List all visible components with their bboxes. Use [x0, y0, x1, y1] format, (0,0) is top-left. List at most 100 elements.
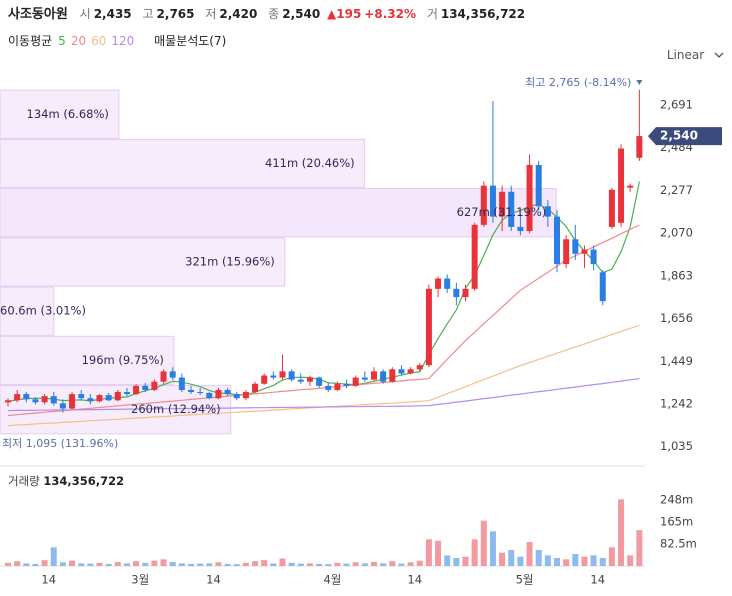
candle-body: [416, 365, 423, 370]
y-tick-label: 1,863: [660, 268, 693, 282]
ma-line: [7, 224, 640, 417]
candle-body: [508, 191, 515, 227]
volume-bar: [142, 562, 149, 566]
price-tag: [648, 127, 722, 146]
volume-bar: [78, 563, 85, 566]
candle-body: [517, 226, 524, 232]
candle-body: [169, 371, 176, 378]
x-tick-label: 14: [590, 573, 605, 587]
profile-label: 196m (9.75%): [82, 353, 164, 367]
volume-bar: [371, 562, 377, 566]
volume-bar: [123, 563, 130, 566]
legend-entry: 60: [91, 34, 107, 48]
change: ▲195: [327, 7, 362, 21]
volume-bar: [352, 562, 359, 566]
label: 거: [426, 7, 438, 21]
candle-body: [69, 394, 76, 409]
volume-bar: [270, 563, 277, 566]
change-pct: +8.32%: [364, 7, 416, 21]
volume-bar: [416, 560, 423, 566]
volume-bar: [178, 563, 185, 566]
scale-mode-text: Linear: [666, 48, 705, 62]
stock-name: 사조동아원: [8, 7, 68, 22]
volume-value: 134,356,722: [43, 474, 124, 488]
volume-bar: [160, 559, 167, 566]
scale-mode[interactable]: Linear: [667, 48, 724, 62]
volume-bar: [252, 561, 259, 566]
y-tick-label: 2,691: [660, 97, 693, 111]
profile-bar: [0, 335, 175, 386]
candle-body: [178, 377, 185, 390]
volume-bar: [608, 547, 615, 566]
candle-body: [96, 395, 103, 402]
candle-body: [535, 164, 542, 207]
candle-body: [544, 206, 551, 217]
legend-title[interactable]: 이동평균: [8, 34, 53, 48]
candle-body: [142, 385, 149, 390]
profile-bar: [0, 237, 286, 287]
candle-body: [581, 249, 588, 254]
candle-body: [618, 148, 625, 223]
candle-body: [215, 389, 222, 399]
volume-bar: [105, 563, 112, 566]
profile-bar: [0, 138, 366, 189]
profile-label: 627m (31.19%): [457, 205, 547, 219]
legend-entry: 5: [58, 34, 66, 48]
profile-toggle[interactable]: 매물분석도(7): [154, 34, 227, 48]
high-annotation: 최고 2,765 (-8.14%): [525, 76, 631, 89]
candle-body: [627, 185, 634, 188]
volume-bar: [306, 563, 313, 566]
candle-body: [288, 371, 295, 380]
candle-body: [41, 396, 48, 403]
candle-body: [14, 394, 21, 401]
volume-bar: [599, 558, 606, 566]
high-marker: [636, 80, 643, 85]
volume-bar: [471, 539, 478, 566]
volume-bar: [334, 562, 341, 566]
volume-bar: [361, 563, 368, 566]
volume-bar: [188, 563, 194, 566]
candle-body: [105, 395, 112, 401]
volume-bar: [325, 564, 332, 566]
label: 종: [268, 7, 280, 21]
volume-bar: [233, 564, 240, 566]
volume-bar: [572, 554, 579, 566]
volume-bar: [636, 530, 643, 566]
label: 고: [142, 7, 154, 21]
x-tick-label: 4월: [323, 573, 341, 587]
volume-bar: [544, 555, 551, 566]
volume-bar: [343, 563, 350, 566]
candle-body: [114, 392, 121, 401]
volume-bar: [32, 563, 39, 566]
volume-bar: [215, 562, 222, 566]
volume-bar: [462, 556, 469, 566]
volume-bar: [69, 560, 76, 566]
volume-bar: [535, 550, 542, 566]
candle-body: [252, 383, 259, 393]
profile-label: 321m (15.96%): [185, 254, 275, 268]
candle-body: [23, 394, 30, 400]
volume-bar: [398, 563, 405, 566]
label: 저: [205, 7, 217, 21]
volume-bar: [489, 531, 496, 566]
candle-body: [572, 239, 579, 254]
candle-body: [590, 249, 597, 265]
candle-body: [343, 383, 350, 386]
candle-body: [352, 377, 359, 386]
profile-label: 60.6m (3.01%): [0, 304, 86, 318]
volume-bar: [627, 555, 634, 566]
value: 2,435: [93, 7, 132, 21]
candle-body: [554, 216, 560, 265]
legend-entry: 120: [111, 34, 135, 48]
candle-body: [133, 385, 140, 395]
candle-body: [188, 389, 194, 393]
candle-body: [462, 288, 469, 298]
candle-body: [32, 399, 39, 403]
candle-body: [87, 398, 94, 402]
candle-body: [197, 392, 204, 394]
volume-bar: [288, 562, 295, 566]
volume-bar: [279, 558, 286, 566]
volume-bar: [96, 562, 103, 566]
candle-body: [407, 369, 414, 374]
